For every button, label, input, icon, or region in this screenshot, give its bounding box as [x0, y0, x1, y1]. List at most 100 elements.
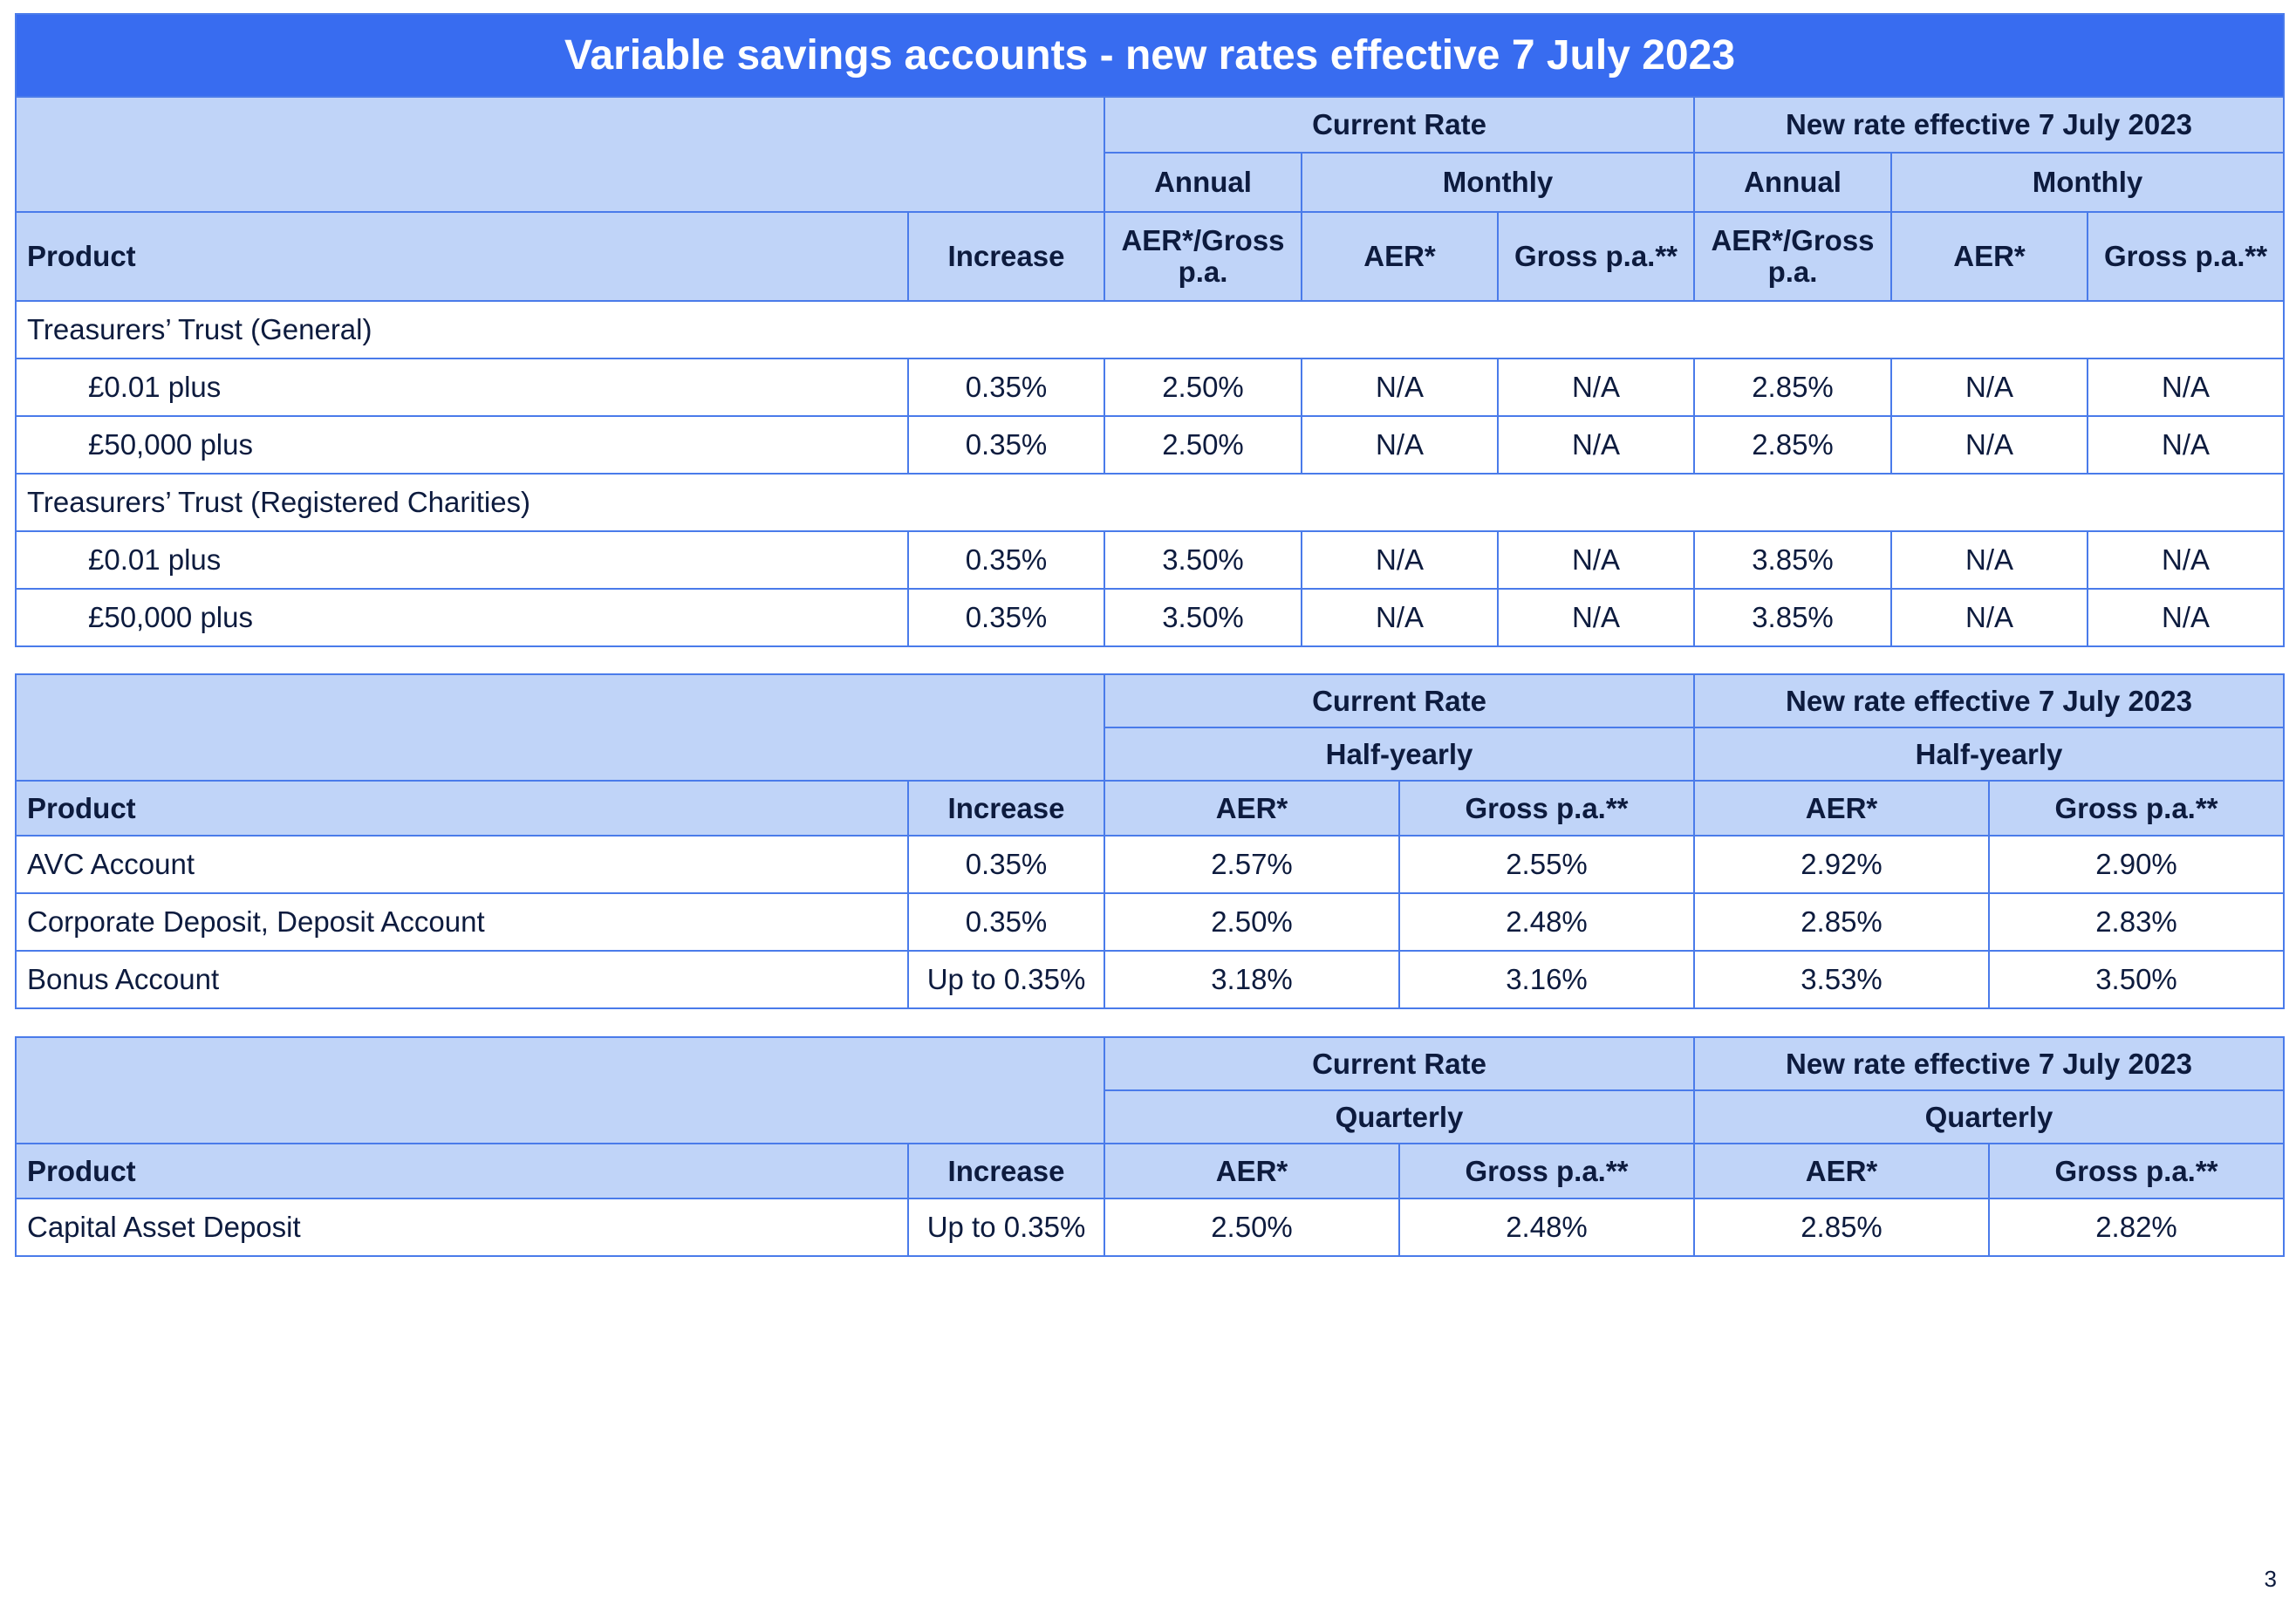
table-row: £50,000 plus 0.35% 2.50% N/A N/A 2.85% N/A N/A — [15, 415, 2286, 475]
rate-cell: 2.85% — [1693, 1198, 1990, 1257]
rate-cell: N/A — [1497, 415, 1695, 475]
rate-cell: 2.50% — [1104, 358, 1302, 417]
rate-cell: 3.50% — [1988, 950, 2285, 1009]
increase-cell: 0.35% — [907, 415, 1105, 475]
rate-cell: 3.50% — [1104, 588, 1302, 647]
new-rate-header: New rate effective 7 July 2023 — [1693, 1036, 2285, 1091]
rate-cell: 2.90% — [1988, 835, 2285, 894]
rate-cell: 2.82% — [1988, 1198, 2285, 1257]
gross-header: Gross p.a.** — [1988, 780, 2285, 837]
blank-header — [15, 673, 1105, 782]
rate-cell: N/A — [1890, 415, 2088, 475]
period-header: Quarterly — [1104, 1089, 1695, 1144]
aer-header: AER* — [1693, 1143, 1990, 1199]
rate-cell: 2.48% — [1398, 1198, 1695, 1257]
product-cell: Corporate Deposit, Deposit Account — [15, 892, 909, 952]
current-rate-header: Current Rate — [1104, 96, 1695, 154]
period-header: Half-yearly — [1104, 727, 1695, 782]
rate-cell: N/A — [1301, 588, 1499, 647]
increase-cell: Up to 0.35% — [907, 1198, 1105, 1257]
monthly-header: Monthly — [1301, 152, 1695, 213]
product-cell: Bonus Account — [15, 950, 909, 1009]
gross-header: Gross p.a.** — [1398, 780, 1695, 837]
table-row: £50,000 plus 0.35% 3.50% N/A N/A 3.85% N/A N/A — [15, 588, 2286, 647]
annual-header: Annual — [1693, 152, 1892, 213]
rate-cell: 3.85% — [1693, 588, 1892, 647]
aer-header: AER* — [1890, 211, 2088, 302]
current-rate-header: Current Rate — [1104, 1036, 1695, 1091]
table-row: AVC Account 0.35% 2.57% 2.55% 2.92% 2.90% — [15, 835, 2285, 894]
rate-cell: 2.50% — [1104, 1198, 1400, 1257]
blank-header — [15, 1036, 1105, 1144]
increase-cell: 0.35% — [907, 835, 1105, 894]
product-cell: Capital Asset Deposit — [15, 1198, 909, 1257]
product-cell: £0.01 plus — [15, 358, 909, 417]
rate-cell: 2.50% — [1104, 415, 1302, 475]
period-header: Quarterly — [1693, 1089, 2285, 1144]
monthly-header: Monthly — [1889, 152, 2286, 213]
product-cell: £50,000 plus — [15, 588, 909, 647]
rate-cell: 3.53% — [1693, 950, 1990, 1009]
aer-header: AER* — [1104, 1143, 1400, 1199]
rate-cell: 2.50% — [1104, 892, 1400, 952]
product-header: Product — [15, 780, 909, 837]
rate-cell: 2.55% — [1398, 835, 1695, 894]
table-body: Capital Asset Deposit Up to 0.35% 2.50% 2.4… — [15, 1198, 2285, 1257]
table-body: AVC Account 0.35% 2.57% 2.55% 2.92% 2.90% Corp… — [15, 835, 2285, 1009]
rate-cell: 2.85% — [1693, 892, 1990, 952]
product-header: Product — [15, 211, 909, 302]
aer-gross-header: AER*/Gross p.a. — [1104, 211, 1302, 302]
rate-cell: 2.83% — [1988, 892, 2285, 952]
aer-header: AER* — [1693, 780, 1990, 837]
increase-cell: Up to 0.35% — [907, 950, 1105, 1009]
current-rate-header: Current Rate — [1104, 673, 1695, 728]
rate-cell: N/A — [1890, 588, 2088, 647]
increase-cell: 0.35% — [907, 892, 1105, 952]
increase-header: Increase — [907, 211, 1105, 302]
rate-cell: N/A — [2086, 530, 2286, 590]
product-cell: £0.01 plus — [15, 530, 909, 590]
new-rate-header: New rate effective 7 July 2023 — [1692, 96, 2286, 154]
increase-cell: 0.35% — [907, 588, 1105, 647]
product-cell: £50,000 plus — [15, 415, 909, 475]
gross-header: Gross p.a.** — [1988, 1143, 2285, 1199]
rate-cell: N/A — [1301, 530, 1499, 590]
rate-cell: 2.85% — [1693, 358, 1892, 417]
rate-cell: 3.18% — [1104, 950, 1400, 1009]
increase-cell: 0.35% — [907, 358, 1105, 417]
group-row: Treasurers’ Trust (General) — [14, 300, 2286, 359]
group-label: Treasurers’ Trust (General) — [14, 300, 2286, 359]
rate-cell: 2.57% — [1104, 835, 1400, 894]
rate-cell: N/A — [1890, 530, 2088, 590]
rate-cell: 2.85% — [1693, 415, 1892, 475]
rates-table-quarterly: Current Rate New rate effective 7 July 2… — [15, 1036, 2285, 1257]
rate-cell: 3.16% — [1398, 950, 1695, 1009]
rate-cell: N/A — [1497, 588, 1695, 647]
rate-cell: N/A — [1301, 358, 1499, 417]
group-label: Treasurers’ Trust (Registered Charities) — [14, 473, 2286, 532]
rate-cell: N/A — [2086, 588, 2286, 647]
aer-header: AER* — [1104, 780, 1400, 837]
product-cell: AVC Account — [15, 835, 909, 894]
rates-table-half-yearly: Current Rate New rate effective 7 July 2… — [15, 673, 2285, 1009]
table-row: Bonus Account Up to 0.35% 3.18% 3.16% 3.53% 3… — [15, 950, 2285, 1009]
annual-header: Annual — [1104, 152, 1302, 213]
page-title: Variable savings accounts - new rates ef… — [14, 13, 2286, 98]
page-number: 3 — [2264, 1566, 2277, 1592]
gross-header: Gross p.a.** — [1398, 1143, 1695, 1199]
product-header: Product — [15, 1143, 909, 1199]
rate-cell: N/A — [1497, 530, 1695, 590]
increase-header: Increase — [907, 1143, 1105, 1199]
rate-cell: 3.50% — [1104, 530, 1302, 590]
blank-header — [15, 96, 1105, 213]
rate-cell: N/A — [1497, 358, 1695, 417]
gross-header: Gross p.a.** — [2086, 211, 2286, 302]
rate-cell: 2.48% — [1398, 892, 1695, 952]
new-rate-header: New rate effective 7 July 2023 — [1693, 673, 2285, 728]
period-header: Half-yearly — [1693, 727, 2285, 782]
increase-cell: 0.35% — [907, 530, 1105, 590]
rate-cell: N/A — [1301, 415, 1499, 475]
rates-table-annual-monthly: Variable savings accounts - new rates ef… — [14, 13, 2286, 647]
aer-header: AER* — [1301, 211, 1499, 302]
aer-gross-header: AER*/Gross p.a. — [1693, 211, 1892, 302]
